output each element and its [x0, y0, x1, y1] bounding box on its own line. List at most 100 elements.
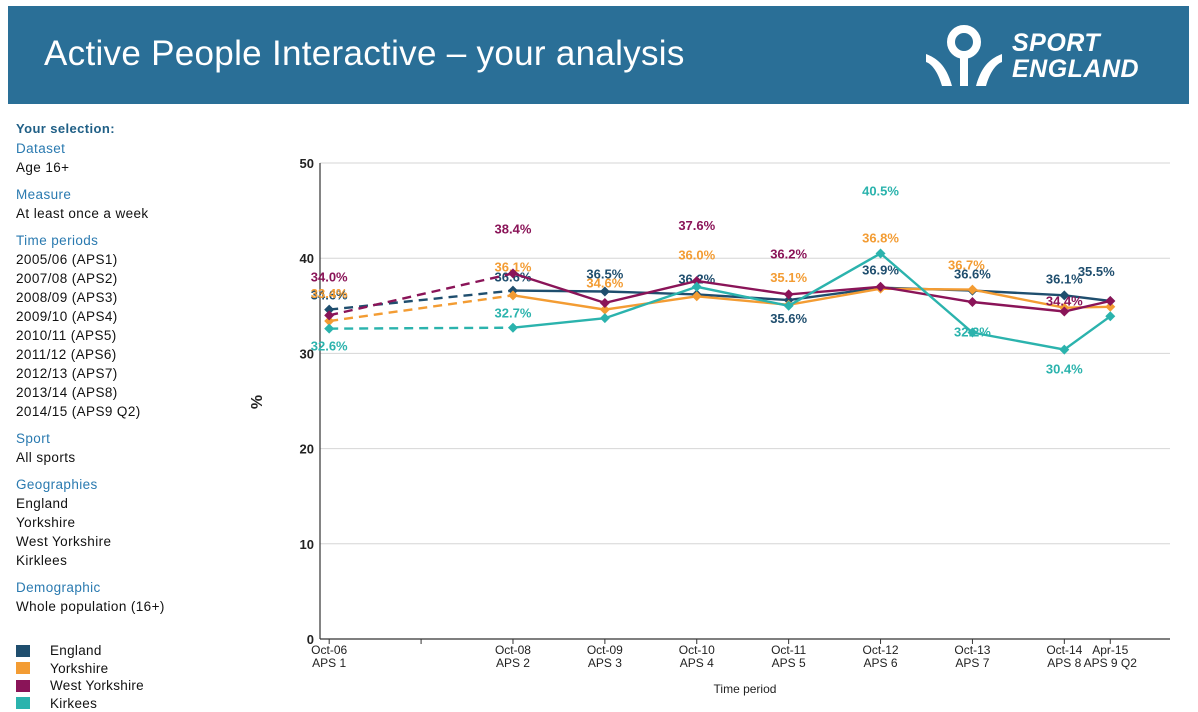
series-line: [512, 286, 1111, 303]
series-line-dashed: [328, 272, 514, 317]
x-tick-label: Apr-15: [1092, 643, 1128, 657]
x-tick-label: Oct-08: [495, 643, 531, 657]
legend-label: Yorkshire: [50, 660, 109, 676]
y-tick-label: 40: [300, 251, 314, 266]
data-point-marker: [324, 304, 335, 315]
data-label: 37.6%: [678, 218, 715, 233]
time-period-item: 2010/11 (APS5): [16, 328, 117, 343]
time-period-item: 2014/15 (APS9 Q2): [16, 404, 141, 419]
x-tick-label: Oct-12: [863, 643, 899, 657]
y-tick-label: 10: [300, 537, 314, 552]
legend-item-kirkees[interactable]: Kirkees: [16, 695, 144, 712]
demographic-label: Demographic: [16, 580, 101, 595]
x-tick-label: Oct-10: [679, 643, 715, 657]
series-line-dashed: [329, 289, 514, 311]
data-point-marker: [875, 281, 886, 292]
legend-label: Kirkees: [50, 695, 98, 711]
data-label: 34.6%: [311, 288, 348, 303]
dataset-value: Age 16+: [16, 160, 70, 175]
data-label: 32.2%: [954, 324, 991, 339]
measure-label: Measure: [16, 187, 72, 202]
selection-heading: Your selection:: [16, 121, 115, 136]
data-label: 36.9%: [862, 263, 899, 278]
data-label: 38.4%: [495, 221, 532, 236]
data-label: 33.4%: [311, 286, 348, 301]
data-point-marker: [691, 276, 702, 287]
time-period-item: 2013/14 (APS8): [16, 385, 118, 400]
y-tick-label: 30: [300, 346, 314, 361]
x-tick-label: APS 9 Q2: [1084, 656, 1138, 670]
x-tick-label: Oct-11: [771, 643, 806, 657]
x-tick-label: Oct-06: [311, 643, 347, 657]
data-label: 36.6%: [954, 267, 991, 282]
data-label: 36.1%: [495, 259, 532, 274]
x-tick-label: APS 8: [1047, 656, 1081, 670]
data-label: 34.6%: [586, 276, 623, 291]
legend-swatch: [16, 679, 30, 692]
data-label: 40.5%: [862, 183, 899, 198]
data-label: 36.7%: [948, 258, 985, 273]
data-label: 36.1%: [1046, 271, 1083, 286]
data-point-marker: [1059, 306, 1070, 317]
y-tick-label: 0: [307, 632, 314, 647]
data-label: 36.5%: [586, 267, 623, 282]
data-point-marker: [691, 281, 702, 292]
data-point-marker: [967, 327, 978, 338]
data-point-marker: [1105, 296, 1116, 307]
geography-item: Yorkshire: [16, 515, 76, 530]
data-point-marker: [507, 268, 518, 279]
legend-item-west-yorkshire[interactable]: West Yorkshire: [16, 677, 144, 695]
data-label: 32.6%: [311, 339, 348, 354]
data-label: 35.6%: [770, 311, 807, 326]
data-point-marker: [599, 304, 610, 315]
series-line-dashed: [329, 326, 513, 330]
data-point-marker: [507, 290, 518, 301]
time-period-item: 2011/12 (APS6): [16, 347, 117, 362]
legend-label: West Yorkshire: [50, 678, 144, 694]
selection-panel: Your selection: Dataset Age 16+ Measure …: [16, 121, 256, 616]
data-point-marker: [875, 248, 886, 259]
page-title: Active People Interactive – your analysi…: [44, 34, 685, 73]
data-point-marker: [783, 300, 794, 311]
y-axis-title: %: [249, 395, 266, 409]
series-line: [512, 272, 1111, 313]
measure-value: At least once a week: [16, 206, 149, 221]
header-banner: Active People Interactive – your analysi…: [8, 6, 1189, 104]
data-label: 34.0%: [311, 269, 348, 284]
x-tick-label: APS 5: [772, 656, 806, 670]
data-point-marker: [1059, 290, 1070, 301]
sport-england-logo-text: SPORT ENGLAND: [1012, 30, 1139, 82]
legend-item-england[interactable]: England: [16, 642, 144, 660]
x-tick-label: APS 1: [312, 656, 346, 670]
series-line: [512, 251, 1112, 351]
legend-swatch: [16, 644, 30, 657]
data-label: 32.7%: [495, 306, 532, 321]
x-axis-title: Time period: [714, 682, 777, 696]
x-tick-label: Oct-13: [954, 643, 990, 657]
data-point-marker: [967, 284, 978, 295]
data-label: 36.2%: [770, 246, 807, 261]
legend-item-yorkshire[interactable]: Yorkshire: [16, 660, 144, 678]
data-point-marker: [324, 323, 335, 334]
logo-line-1: SPORT: [1012, 29, 1101, 57]
data-label: 30.4%: [1046, 362, 1083, 377]
time-period-item: 2005/06 (APS1): [16, 252, 118, 267]
time-periods-label: Time periods: [16, 233, 99, 248]
data-point-marker: [324, 316, 335, 327]
data-point-marker: [1105, 301, 1116, 312]
y-tick-label: 20: [300, 442, 314, 457]
data-point-marker: [1105, 311, 1116, 322]
geographies-label: Geographies: [16, 477, 98, 492]
geography-item: West Yorkshire: [16, 534, 112, 549]
data-point-marker: [507, 322, 518, 333]
data-point-marker: [599, 313, 610, 324]
x-tick-label: APS 2: [496, 656, 530, 670]
geography-item: Kirklees: [16, 553, 68, 568]
legend-swatch: [16, 662, 30, 675]
geography-item: England: [16, 496, 69, 511]
data-point-marker: [599, 297, 610, 308]
data-label: 34.4%: [1046, 294, 1083, 309]
data-label: 36.0%: [678, 247, 715, 262]
data-point-marker: [324, 310, 335, 321]
